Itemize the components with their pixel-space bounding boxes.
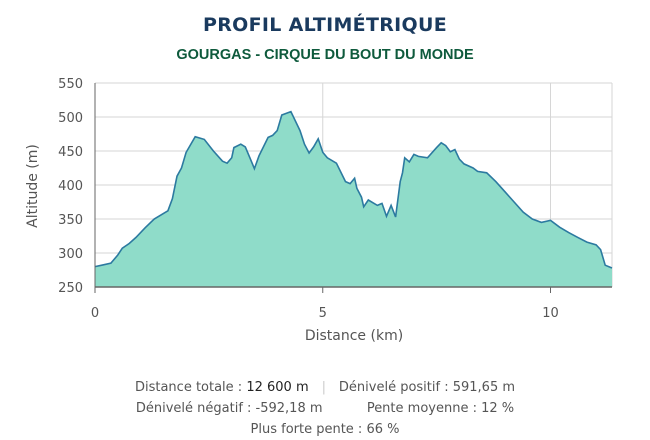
stats-row-1: Distance totale : 12 600 m | Dénivelé po… (0, 377, 650, 398)
x-tick-label: 5 (319, 306, 327, 321)
separator: | (321, 380, 326, 395)
y-tick-label: 500 (58, 111, 83, 126)
distance-value: 12 600 m (246, 380, 309, 395)
stats-row-3: Plus forte pente : 66 % (0, 419, 650, 440)
chart-title: PROFIL ALTIMÉTRIQUE (203, 14, 447, 36)
y-tick-label: 450 (58, 145, 83, 160)
maxslope-label: Plus forte pente : (250, 422, 363, 437)
y-tick-label: 350 (58, 213, 83, 228)
elevation-area (95, 111, 612, 287)
maxslope-value: 66 % (366, 422, 400, 437)
distance-label: Distance totale : (134, 380, 243, 395)
elevation-line (94, 110, 613, 269)
dminus-label: Dénivelé négatif : (135, 401, 252, 416)
y-tick-label: 250 (58, 281, 83, 296)
y-tick-label: 300 (58, 247, 83, 262)
stats-panel: Distance totale : 12 600 m | Dénivelé po… (0, 377, 650, 440)
y-tick-label: 400 (58, 179, 83, 194)
stats-row-2: Dénivelé négatif : -592,18 m Pente moyen… (0, 398, 650, 419)
slope-value: 12 % (481, 401, 515, 416)
dminus-value: -592,18 m (255, 401, 323, 416)
y-axis-label: Altitude (m) (25, 144, 41, 228)
x-tick-label: 10 (542, 306, 559, 321)
x-axis-label: Distance (km) (305, 328, 403, 344)
dplus-value: 591,65 m (452, 380, 516, 395)
slope-label: Pente moyenne : (366, 401, 477, 416)
x-tick-label: 0 (91, 306, 99, 321)
y-tick-label: 550 (58, 77, 83, 92)
axes-layer: 250 300 350 400 450 500 550 0 5 10 (58, 77, 612, 321)
chart-subtitle: GOURGAS - CIRQUE DU BOUT DU MONDE (176, 47, 474, 63)
dplus-label: Dénivelé positif : (338, 380, 449, 395)
